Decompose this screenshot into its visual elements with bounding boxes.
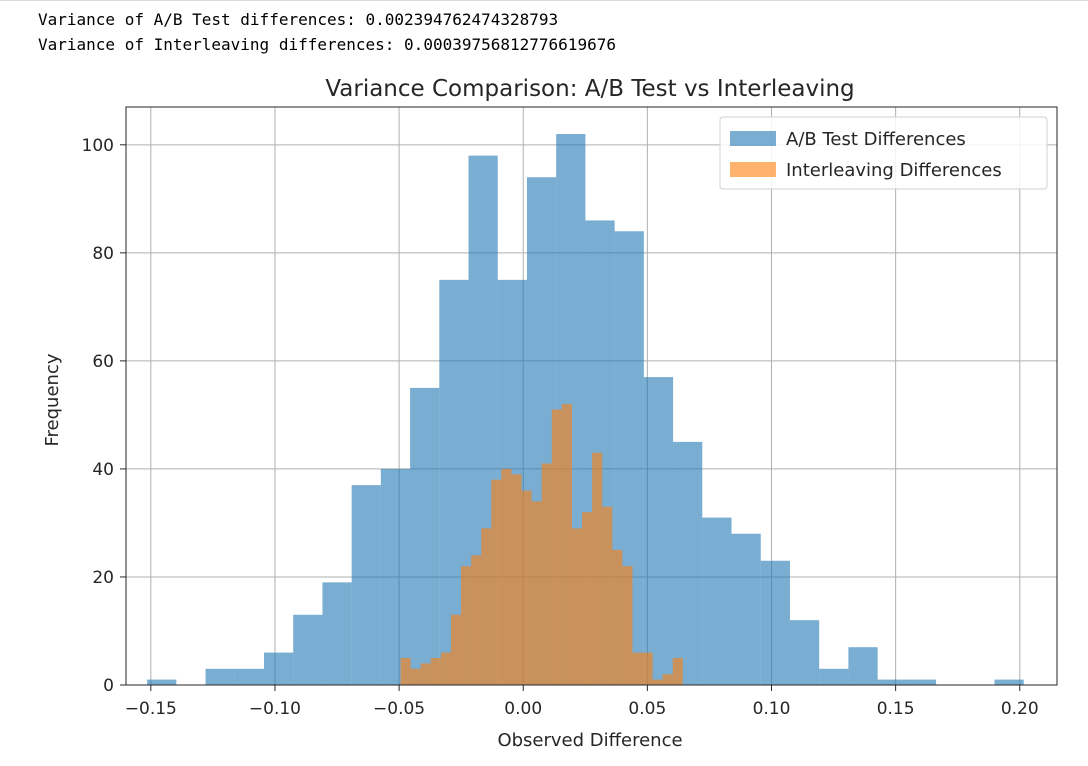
series-1-bar-23 [632, 652, 643, 685]
x-tick-label-0: −0.15 [125, 699, 177, 719]
console-line-interleaving-variance: Variance of Interleaving differences: 0.… [38, 35, 616, 54]
x-tick-label-4: 0.05 [628, 699, 666, 719]
histogram-bars [147, 134, 1024, 686]
y-tick-label-5: 100 [82, 136, 114, 156]
series-0-bar-17 [643, 377, 674, 685]
plot-frame [125, 106, 1058, 686]
x-tick-label-6: 0.15 [877, 699, 915, 719]
legend-swatch-1 [730, 162, 776, 177]
series-1-bar-19 [592, 452, 603, 685]
series-0-bar-5 [293, 614, 323, 685]
series-0-bar-29 [994, 679, 1024, 685]
legend-box [719, 116, 1048, 190]
series-1-bar-21 [612, 549, 623, 685]
series-0-bar-23 [819, 668, 849, 685]
x-tick-label-7: 0.20 [1001, 699, 1039, 719]
series-1-bar-16 [561, 404, 572, 685]
x-tick-label-1: −0.10 [249, 699, 301, 719]
chart-legend: A/B Test Differences Interleaving Differe… [719, 116, 1048, 190]
x-tick-label-5: 0.10 [753, 699, 791, 719]
series-1-bar-11 [511, 474, 522, 685]
series-0-bar-18 [673, 441, 703, 685]
series-1-bar-2 [420, 663, 431, 685]
y-axis-label: Frequency [42, 353, 63, 446]
series-0-bar-0 [147, 679, 177, 685]
series-1-bar-10 [501, 468, 512, 685]
console-line-ab-variance: Variance of A/B Test differences: 0.0023… [38, 10, 559, 29]
series-0-bar-3 [234, 668, 264, 685]
series-1-bar-26 [662, 674, 673, 685]
series-1-bar-7 [471, 555, 482, 685]
x-axis-label: Observed Difference [497, 730, 682, 751]
series-0-bar-2 [205, 668, 235, 685]
series-0-bar-22 [789, 620, 820, 685]
series-1-bar-6 [461, 566, 472, 685]
series-1-bar-5 [450, 614, 462, 685]
series-1-bar-27 [672, 657, 683, 685]
series-0-bar-24 [848, 647, 878, 685]
legend-swatch-0 [730, 131, 776, 146]
y-tick-label-3: 60 [92, 352, 114, 372]
console-output: Variance of A/B Test differences: 0.0023… [38, 7, 616, 57]
series-1-bar-18 [582, 512, 593, 685]
chart-title: Variance Comparison: A/B Test vs Interle… [325, 76, 854, 102]
legend-label-1: Interleaving Differences [786, 160, 1002, 181]
y-tick-label-4: 80 [92, 244, 114, 264]
console-top-border [0, 0, 1088, 1]
series-1-bar-8 [481, 528, 492, 685]
series-1-bar-3 [430, 657, 441, 685]
series-1-bars [400, 404, 683, 685]
y-tick-label-1: 20 [92, 568, 114, 588]
series-1-bar-14 [541, 463, 552, 685]
series-1-bar-12 [521, 490, 532, 685]
series-0-bar-19 [702, 517, 732, 685]
series-0-bar-25 [877, 679, 907, 685]
series-0-bar-8 [380, 468, 411, 685]
series-1-bar-0 [400, 657, 411, 685]
series-0-bar-26 [906, 679, 937, 685]
series-0-bar-7 [351, 485, 381, 685]
series-0-bar-21 [760, 560, 790, 685]
series-1-bar-24 [642, 652, 653, 685]
axis-ticks: −0.15 −0.10 −0.05 0.00 0.05 0.10 0.15 0.20 0 20 40… [82, 136, 1039, 719]
series-1-bar-22 [622, 566, 633, 685]
series-1-bar-9 [491, 479, 502, 685]
series-1-bar-4 [440, 652, 451, 685]
series-0-bar-20 [731, 533, 761, 685]
x-tick-label-2: −0.05 [373, 699, 425, 719]
series-1-bar-13 [531, 501, 542, 685]
series-0-bar-9 [410, 387, 440, 685]
y-tick-label-2: 40 [92, 460, 114, 480]
series-0-bar-6 [322, 582, 352, 685]
x-tick-label-3: 0.00 [504, 699, 542, 719]
series-0-bar-4 [263, 652, 294, 685]
series-1-bar-25 [652, 679, 663, 685]
series-1-bar-1 [410, 668, 421, 685]
y-tick-label-0: 0 [103, 676, 114, 696]
series-1-bar-17 [571, 528, 583, 685]
legend-label-0: A/B Test Differences [786, 129, 966, 150]
series-1-bar-20 [602, 506, 613, 685]
series-1-bar-15 [551, 409, 562, 685]
